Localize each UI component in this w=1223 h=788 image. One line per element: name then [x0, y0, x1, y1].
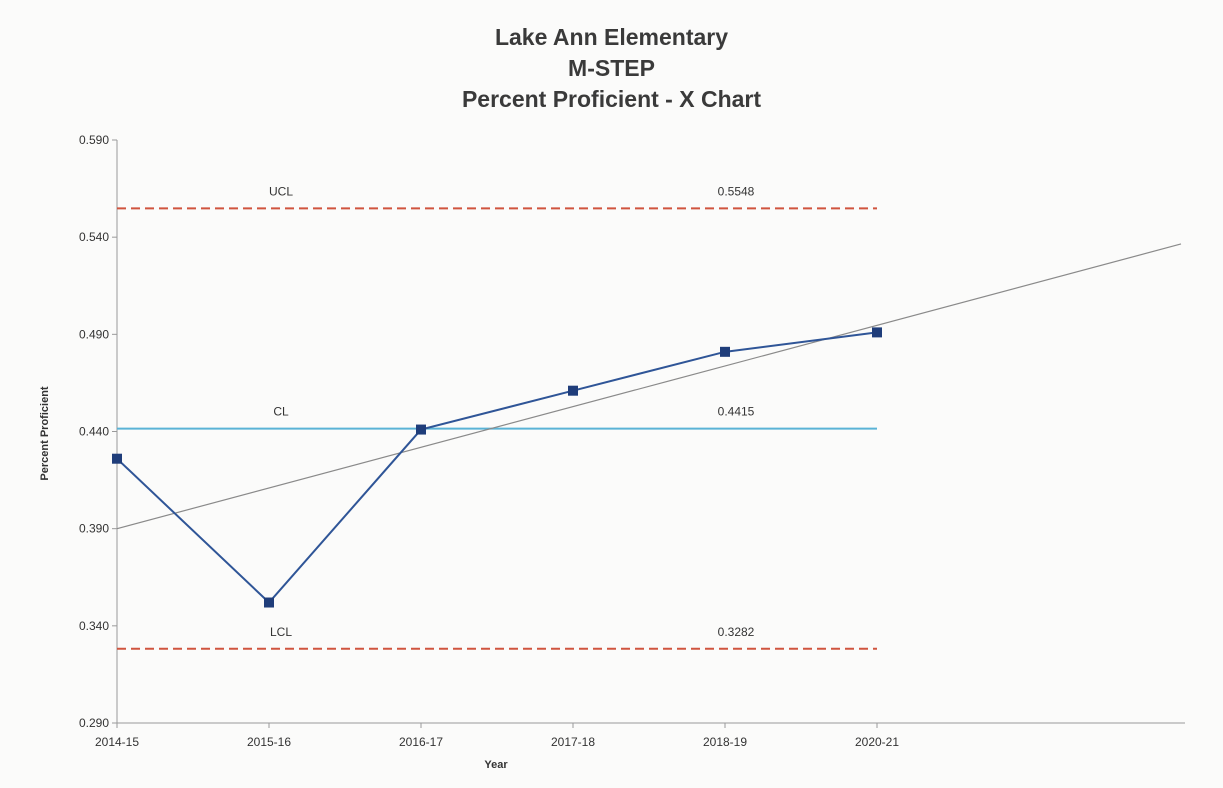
- axes: 0.290 0.340 0.390 0.440 0.490 0.540 0.590 2014-…: [79, 133, 1185, 749]
- x-tick-label: 2018-19: [703, 735, 747, 749]
- x-tick-label: 2016-17: [399, 735, 443, 749]
- control-line-label-cl: CL: [273, 405, 289, 419]
- data-point: [416, 424, 426, 435]
- series-group: [112, 327, 882, 608]
- chart-title: Lake Ann Elementary M-STEP Percent Profi…: [0, 22, 1223, 115]
- data-point: [872, 327, 882, 338]
- control-line-label-ucl: UCL: [269, 184, 293, 198]
- y-tick-label: 0.440: [79, 425, 109, 439]
- control-line-value-ucl: 0.5548: [718, 184, 755, 198]
- series-line: [116, 331, 878, 604]
- data-point: [568, 385, 578, 396]
- y-tick-label: 0.590: [79, 133, 109, 147]
- chart-title-line-3: Percent Proficient - X Chart: [461, 86, 762, 112]
- trendline: [116, 243, 1182, 530]
- trendline-group: [116, 243, 1182, 530]
- y-tick-label: 0.340: [79, 619, 109, 633]
- control-line-value-cl: 0.4415: [718, 405, 755, 419]
- y-tick-label: 0.540: [79, 230, 109, 244]
- x-tick-label: 2014-15: [95, 735, 139, 749]
- x-axis-title: Year: [484, 759, 508, 771]
- control-line-value-lcl: 0.3282: [718, 625, 755, 639]
- x-tick-label: 2017-18: [551, 735, 595, 749]
- data-point: [264, 597, 274, 608]
- x-tick-label: 2020-21: [855, 735, 899, 749]
- y-tick-label: 0.390: [79, 522, 109, 536]
- chart-title-line-2: M-STEP: [568, 55, 655, 81]
- data-point: [112, 453, 122, 464]
- y-axis-title: Percent Proficient: [39, 386, 51, 480]
- y-tick-label: 0.490: [79, 327, 109, 341]
- chart-title-line-1: Lake Ann Elementary: [494, 24, 729, 50]
- control-line-label-lcl: LCL: [270, 625, 292, 639]
- control-lines: UCL 0.5548 CL 0.4415 LCL 0.3282: [117, 184, 877, 650]
- x-tick-label: 2015-16: [247, 735, 291, 749]
- data-point: [720, 346, 730, 357]
- y-tick-label: 0.290: [79, 716, 109, 730]
